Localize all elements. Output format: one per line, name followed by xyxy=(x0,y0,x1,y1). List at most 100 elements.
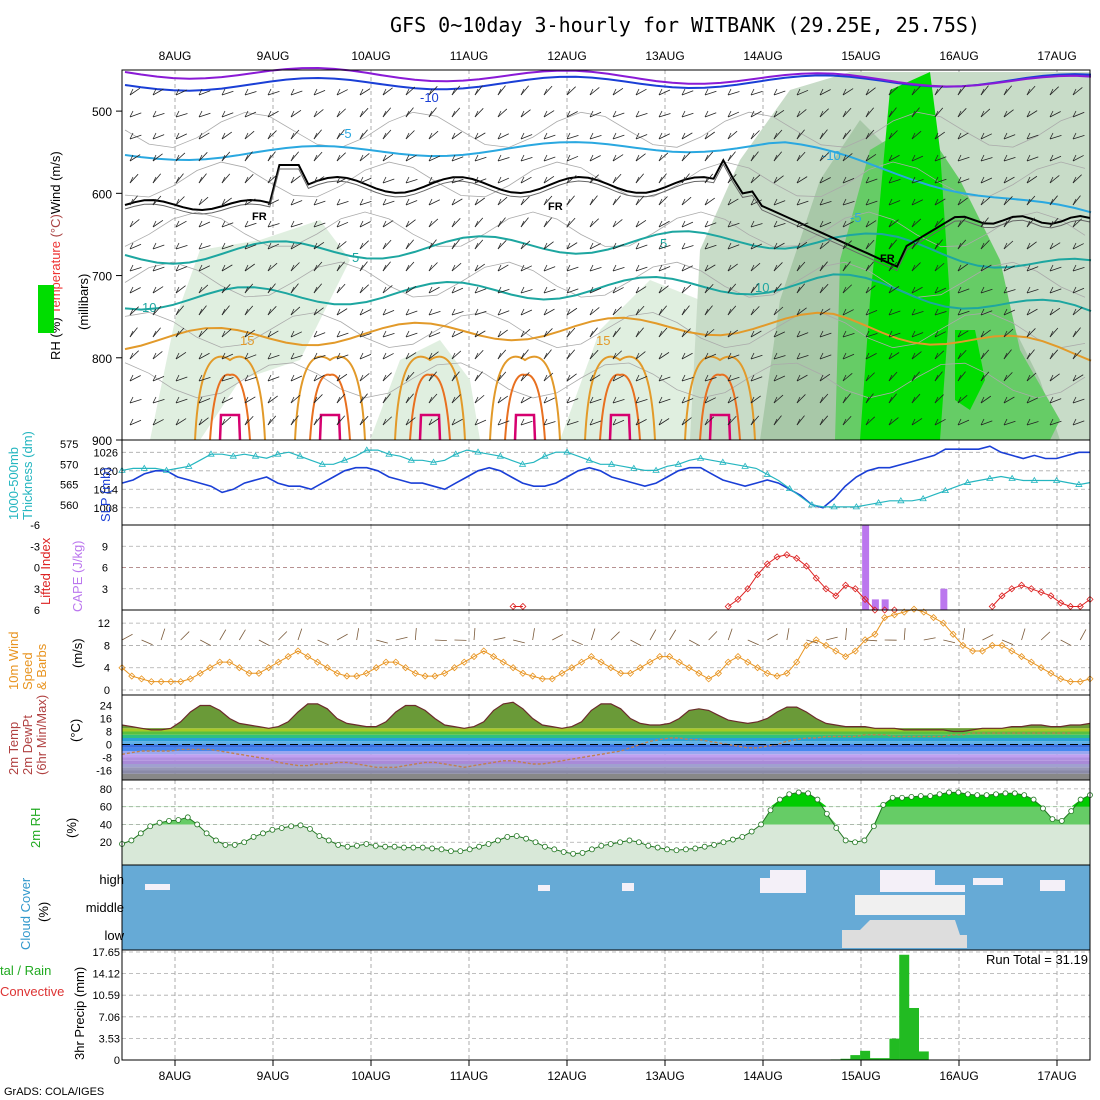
wind-barb-flag xyxy=(405,286,410,294)
rh-marker xyxy=(419,844,426,851)
wind-barb-flag xyxy=(635,242,640,250)
rh-marker xyxy=(692,845,699,852)
wind-barb-flag xyxy=(290,176,295,184)
wind-barb xyxy=(336,308,348,316)
temp-band xyxy=(122,770,1090,774)
wind-barb xyxy=(727,198,739,206)
rh-marker xyxy=(974,792,981,799)
wind-barb xyxy=(934,394,944,404)
wind-barb-flag xyxy=(1026,352,1031,360)
wind-barb xyxy=(152,244,165,250)
wind10-barb xyxy=(708,631,718,641)
wind-barb-flag xyxy=(934,198,939,206)
wind-barb xyxy=(681,328,691,338)
precip-bar xyxy=(850,1055,861,1060)
wind-barb-flag xyxy=(819,330,824,338)
wind-barb-flag xyxy=(589,264,594,272)
wind-barb xyxy=(566,420,579,426)
cape-ylabel: CAPE (J/kg) xyxy=(70,540,85,612)
wind-barb-flag xyxy=(336,418,341,426)
wind-barb xyxy=(336,177,348,184)
wind-barb xyxy=(359,153,370,162)
wind-barb xyxy=(244,354,257,360)
wind-barb xyxy=(658,220,670,228)
wind10-barb xyxy=(767,633,778,641)
upper-ylabel: RH (%) Temperature (°C)Wind (m/s) xyxy=(48,151,63,360)
wind-barb-flag xyxy=(267,352,272,360)
wind-barb-flag xyxy=(1072,286,1077,294)
thickness-marker xyxy=(696,454,705,461)
wind-barb xyxy=(980,288,993,294)
temp-band xyxy=(122,741,1090,745)
wind-barb-flag xyxy=(681,308,686,316)
wind-barb xyxy=(1003,134,1016,140)
wind-barb-flag xyxy=(934,88,939,96)
temp-label: 15 xyxy=(240,333,254,348)
wind-barb xyxy=(957,419,970,426)
wind-barb-flag xyxy=(911,352,916,360)
wind-barb-flag xyxy=(405,352,410,360)
wind-barb-flag xyxy=(1072,264,1077,272)
wind-barb xyxy=(911,286,923,294)
rh-marker xyxy=(1021,792,1028,799)
rh-marker xyxy=(1002,790,1009,797)
wind-barb-flag xyxy=(934,110,939,118)
wind-barb xyxy=(198,376,211,382)
wind10-marker xyxy=(646,658,654,666)
cloud-level-label: high xyxy=(99,872,124,887)
wind10-barb xyxy=(1021,628,1026,641)
precip-side-label: Convective xyxy=(0,984,64,999)
wind-barb-flag xyxy=(704,198,709,206)
wind-barb xyxy=(336,89,348,96)
thickness-tick: 570 xyxy=(60,459,78,471)
wind10-marker xyxy=(274,658,283,666)
precip-side-label: tal / Rain xyxy=(0,963,51,978)
wind-barb-flag xyxy=(566,352,571,360)
wind-barb-flag xyxy=(681,264,686,272)
wind-barb xyxy=(175,89,188,96)
wind-barb xyxy=(1026,349,1035,360)
wind-barb-flag xyxy=(635,198,640,206)
wind10-marker xyxy=(597,658,605,666)
thickness-marker xyxy=(897,497,905,504)
wind-barb-flag xyxy=(336,264,341,272)
wind-barb-flag xyxy=(221,176,226,184)
wind-barb-flag xyxy=(980,132,985,140)
wind-barb-flag xyxy=(474,308,479,316)
wind-barb-flag xyxy=(267,220,272,228)
wind-barb-flag xyxy=(405,418,410,426)
wind-barb-flag xyxy=(221,352,226,360)
wind-barb-flag xyxy=(290,220,295,228)
wind10-barb xyxy=(532,628,535,641)
wind-barb-flag xyxy=(612,220,617,228)
wind-barb-flag xyxy=(152,418,157,426)
wind-barb xyxy=(221,284,231,294)
wind-barb-flag xyxy=(520,220,525,228)
wind-barb xyxy=(405,393,414,404)
temp-tick: 0 xyxy=(106,740,112,752)
wind-barb xyxy=(865,87,876,96)
wind-barb-flag xyxy=(543,88,548,96)
wind-barb-flag xyxy=(750,110,755,118)
wind-barb xyxy=(359,284,369,294)
wind-barb-flag xyxy=(1003,418,1008,426)
wind-barb-flag xyxy=(198,374,203,382)
wind10-marker xyxy=(607,664,615,672)
wind-barb xyxy=(267,330,279,338)
wind-barb-flag xyxy=(313,110,318,118)
wind-barb xyxy=(1026,372,1037,382)
wind-barb xyxy=(704,328,715,338)
wind-barb-flag xyxy=(244,220,249,228)
wind-barb xyxy=(1026,217,1036,228)
wind-barb xyxy=(773,394,784,404)
wind-barb xyxy=(336,241,347,250)
temp-ylabel: 2m DewPt xyxy=(20,715,35,775)
wind-barb-flag xyxy=(658,396,663,404)
temp-band xyxy=(122,734,1090,738)
wind-barb-flag xyxy=(198,418,203,426)
wind-barb-flag xyxy=(359,264,364,272)
wind-barb xyxy=(842,309,854,316)
wind-barb xyxy=(658,352,670,360)
wind-barb-flag xyxy=(865,198,870,206)
wind-barb xyxy=(911,130,922,140)
